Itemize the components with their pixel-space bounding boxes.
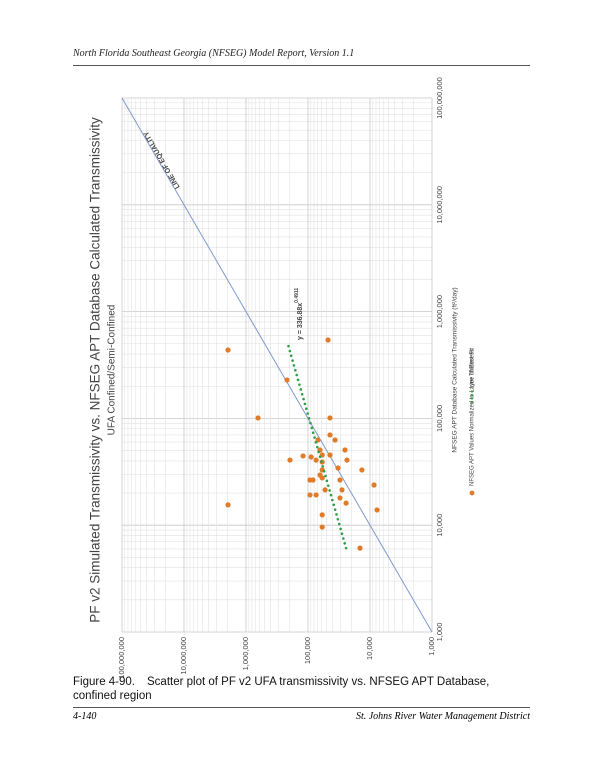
scatter-point (284, 377, 290, 383)
footer-rule (73, 707, 530, 708)
caption-text: Scatter plot of PF v2 UFA transmissivity… (73, 676, 490, 702)
scatter-point (357, 545, 363, 551)
scatter-point (335, 465, 341, 471)
header-rule (73, 65, 530, 66)
chart-title: PF v2 Simulated Transmissivity vs. NFSEG… (88, 117, 103, 623)
scatter-point (225, 502, 231, 508)
scatter-point (225, 347, 231, 353)
x-tick-label: 10,000,000 (435, 186, 444, 224)
scatter-point (307, 492, 313, 498)
scatter-point (339, 487, 345, 493)
equation-text: y = 336.88x (297, 303, 304, 340)
scatter-point (319, 512, 325, 518)
scatter-point (337, 477, 343, 483)
y-tick-label: 100,000,000 (117, 637, 126, 679)
y-tick-label: 1,000,000 (241, 637, 250, 670)
scatter-point (255, 415, 261, 421)
equality-line (121, 97, 433, 633)
scatter-point (313, 492, 319, 498)
header-title: North Florida Southeast Georgia (NFSEG) … (73, 48, 355, 59)
scatter-point (313, 457, 319, 463)
x-tick-label: 100,000,000 (435, 77, 444, 119)
x-tick-label: 1,000 (435, 623, 444, 642)
footer-organization: St. Johns River Water Management Distric… (355, 711, 530, 722)
equation-exponent: 0.4911 (294, 288, 300, 303)
x-tick-label: 100,000 (435, 405, 444, 432)
scatter-point (310, 477, 316, 483)
scatter-point (342, 447, 348, 453)
y-tick-label: 10,000,000 (179, 637, 188, 675)
scatter-point (300, 453, 306, 459)
caption-label: Figure 4-90. (73, 676, 136, 688)
legend-label: NFSEG APT Values Normalized to Layer Thi… (470, 349, 476, 486)
equation: y = 336.88x0.4911 (294, 288, 304, 340)
x-tick-label: 10,000 (435, 514, 444, 537)
scatter-point (308, 454, 314, 460)
equality-label: LINE OF EQUALITY (143, 130, 182, 190)
rotated-chart: 1,000 10,000 100,000 1,000,000 10,000,000 100… (88, 77, 476, 679)
scatter-point (319, 475, 325, 481)
scatter-point (325, 337, 331, 343)
scatter-point (319, 524, 325, 530)
y-tick-label: 10,000 (365, 637, 374, 660)
caption: Figure 4-90. Scatter plot of PF v2 UFA tr… (73, 675, 528, 703)
scatter-point (327, 415, 333, 421)
x-tick-label: 1,000,000 (435, 295, 444, 328)
scatter-point (337, 495, 343, 501)
x-axis-title: NFSEG APT Database Calculated Transmissi… (452, 287, 459, 452)
legend-marker (469, 490, 475, 496)
chart-subtitle: UFA Confined/Semi-Confined (107, 305, 118, 436)
y-tick-label: 1,000 (427, 637, 436, 656)
scatter-point (371, 482, 377, 488)
scatter-point (359, 467, 365, 473)
scatter-point (343, 500, 349, 506)
legend-label: Line of Best Fit (470, 348, 476, 388)
fit-line (285, 340, 348, 550)
scatter-point (344, 457, 350, 463)
y-tick-label: 100,000 (303, 637, 312, 664)
scatter-point (287, 457, 293, 463)
scatter-point (315, 437, 321, 443)
scatter-point (332, 437, 338, 443)
footer-page: 4-140 (73, 711, 97, 722)
scatter-point (322, 487, 328, 493)
scatter-point (374, 507, 380, 513)
scatter-point (327, 432, 333, 438)
scatter-point (327, 452, 333, 458)
